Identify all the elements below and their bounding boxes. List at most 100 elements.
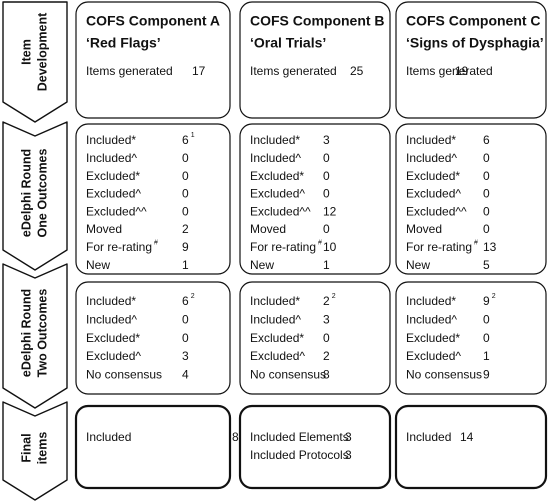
value-superscript: 2: [191, 293, 195, 300]
box: [394, 404, 548, 490]
item-label: Included*: [406, 294, 456, 308]
item-value: 3: [345, 430, 352, 444]
item-value: 0: [182, 204, 189, 218]
item-value: 0: [182, 169, 189, 183]
item-label: Included*: [250, 133, 300, 147]
item-value: 1: [483, 349, 490, 363]
item-label: For re-rating: [250, 240, 316, 254]
item-value: 0: [323, 151, 330, 165]
item-label: Included*: [86, 133, 136, 147]
item-label: For re-rating: [86, 240, 152, 254]
item-label: Included^: [86, 151, 137, 165]
item-label: Excluded*: [406, 169, 460, 183]
item-value: 3: [323, 133, 330, 147]
label-superscript: #: [318, 240, 322, 247]
item-label: Excluded*: [86, 331, 140, 345]
item-value: 2: [182, 222, 189, 236]
item-label: Items generated: [86, 64, 173, 78]
box: [74, 404, 232, 490]
item-value: 2: [323, 294, 330, 308]
item-label: Included Elements: [250, 430, 349, 444]
stage-label: eDelphi Round: [19, 289, 33, 377]
item-value: 0: [323, 331, 330, 345]
item-label: Items generated: [406, 64, 493, 78]
stage-label: Two Outcomes: [35, 289, 49, 378]
item-label: No consensus: [250, 367, 326, 381]
box: [395, 123, 547, 275]
label-superscript: #: [474, 240, 478, 247]
item-label: Excluded^^: [406, 204, 467, 218]
item-value: 0: [483, 187, 490, 201]
stage-label: eDelphi Round: [19, 149, 33, 237]
item-value: 3: [182, 349, 189, 363]
item-label: Included^: [250, 312, 301, 326]
item-label: Moved: [250, 222, 286, 236]
item-label: No consensus: [406, 367, 482, 381]
item-value: 9: [182, 240, 189, 254]
item-value: 13: [483, 240, 497, 254]
item-label: Excluded*: [250, 169, 304, 183]
item-label: Excluded^: [250, 349, 305, 363]
item-value: 1: [182, 258, 189, 272]
box: [395, 281, 547, 395]
stage-label: One Outcomes: [35, 149, 49, 238]
item-value: 0: [483, 222, 490, 236]
item-value: 0: [483, 204, 490, 218]
item-value: 2: [323, 349, 330, 363]
item-label: Included Protocols: [250, 448, 349, 462]
item-label: Excluded^: [406, 187, 461, 201]
item-value: 8: [323, 367, 330, 381]
item-label: Included*: [406, 133, 456, 147]
item-label: For re-rating: [406, 240, 472, 254]
item-label: Included: [406, 430, 451, 444]
item-value: 14: [460, 430, 474, 444]
component-subtitle: ‘Signs of Dysphagia’: [406, 35, 544, 51]
stage-arrow: [2, 121, 68, 271]
item-value: 12: [323, 204, 337, 218]
item-value: 25: [350, 64, 364, 78]
item-label: Excluded^^: [86, 204, 147, 218]
stage-label: Item: [19, 39, 33, 65]
item-label: Excluded*: [406, 331, 460, 345]
stage-arrow: [2, 263, 68, 409]
item-value: 17: [192, 64, 206, 78]
item-value: 8: [232, 430, 239, 444]
item-label: Excluded^: [86, 187, 141, 201]
component-title: COFS Component C: [406, 13, 541, 29]
item-label: Excluded*: [250, 331, 304, 345]
item-value: 9: [483, 294, 490, 308]
stage-label: items: [35, 432, 49, 465]
item-label: Included*: [250, 294, 300, 308]
item-label: New: [406, 258, 430, 272]
item-label: Included*: [86, 294, 136, 308]
item-value: 0: [323, 169, 330, 183]
item-value: 3: [323, 312, 330, 326]
box: [239, 281, 391, 395]
item-label: New: [86, 258, 110, 272]
item-label: Excluded^^: [250, 204, 311, 218]
item-value: 6: [182, 294, 189, 308]
item-value: 0: [483, 312, 490, 326]
item-value: 3: [345, 448, 352, 462]
item-label: Excluded*: [86, 169, 140, 183]
box: [239, 1, 391, 119]
item-label: Included^: [250, 151, 301, 165]
value-superscript: 2: [332, 293, 336, 300]
item-label: New: [250, 258, 274, 272]
item-label: Items generated: [250, 64, 337, 78]
value-superscript: 2: [492, 293, 496, 300]
item-label: Included^: [406, 312, 457, 326]
component-subtitle: ‘Red Flags’: [86, 35, 161, 51]
item-value: 6: [182, 133, 189, 147]
box: [238, 404, 392, 490]
item-label: Moved: [86, 222, 122, 236]
stage-label: Final: [19, 433, 33, 462]
value-superscript: 1: [191, 132, 195, 139]
item-label: Excluded^: [406, 349, 461, 363]
item-value: 9: [483, 367, 490, 381]
item-value: 0: [182, 331, 189, 345]
item-label: Included^: [86, 312, 137, 326]
item-value: 19: [455, 64, 469, 78]
box: [75, 1, 231, 119]
